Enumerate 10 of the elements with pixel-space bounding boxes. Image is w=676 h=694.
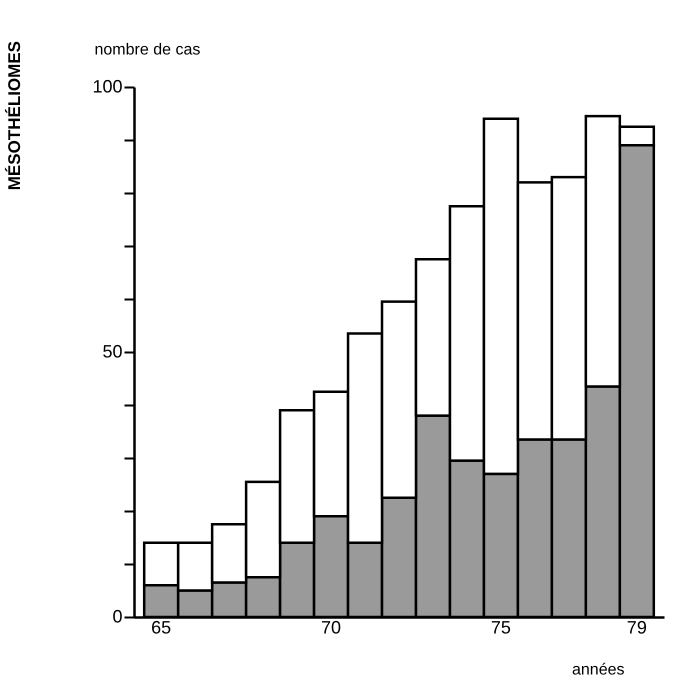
y-tick-label: 100 [92,76,122,96]
y-tick-label: 0 [112,606,122,626]
x-tick-label: 75 [490,618,511,638]
y-tick-label: 50 [102,342,122,362]
x-axis-title: années [572,662,624,678]
x-tick-label: 79 [626,618,647,638]
y-axis-title: nombre de cas [94,42,200,58]
text: MÉSOTHÉLIOMES [4,41,24,190]
x-tick-label: 65 [151,618,172,638]
x-tick-label: 70 [321,618,342,638]
